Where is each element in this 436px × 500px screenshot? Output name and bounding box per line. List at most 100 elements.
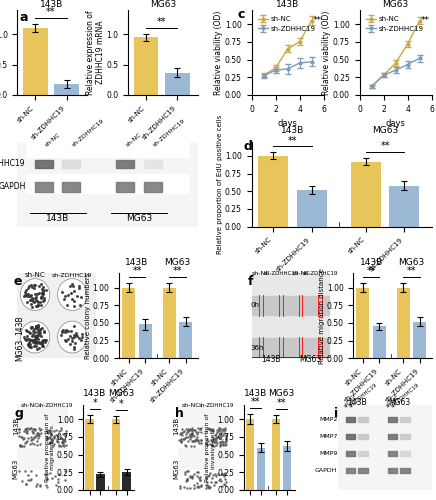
Text: MG63: MG63	[108, 389, 134, 398]
Point	[37, 339, 44, 347]
Point	[189, 431, 196, 439]
Point	[47, 438, 54, 446]
Point	[181, 436, 187, 444]
Text: sh-NC: sh-NC	[252, 272, 271, 276]
Point	[34, 328, 41, 336]
Y-axis label: Relative viability (OD): Relative viability (OD)	[323, 10, 331, 94]
Text: sh-NC: sh-NC	[181, 402, 200, 407]
Point	[176, 436, 183, 444]
Text: sh-NC: sh-NC	[343, 394, 358, 408]
Point	[34, 480, 41, 488]
Point	[29, 297, 36, 305]
Point	[27, 424, 34, 432]
Point	[22, 286, 29, 294]
Point	[62, 476, 69, 484]
Point	[24, 328, 31, 336]
Point	[210, 426, 217, 434]
Point	[65, 327, 72, 335]
Point	[30, 327, 37, 335]
Point	[22, 438, 29, 446]
Point	[31, 336, 38, 344]
Text: GAPDH: GAPDH	[315, 468, 337, 472]
Point	[54, 436, 61, 444]
Point	[41, 296, 48, 304]
Point	[210, 470, 217, 478]
Point	[182, 424, 189, 432]
Point	[72, 332, 79, 340]
Point	[16, 428, 23, 436]
Text: i: i	[334, 406, 337, 420]
Text: a: a	[20, 11, 28, 24]
Point	[190, 438, 197, 446]
Point	[191, 432, 198, 440]
Point	[54, 478, 61, 486]
Point	[218, 482, 225, 490]
Point	[62, 292, 69, 300]
Point	[36, 329, 43, 337]
Point	[52, 472, 59, 480]
Point	[32, 336, 39, 344]
Point	[211, 478, 218, 486]
Point	[36, 331, 43, 339]
Point	[205, 482, 212, 490]
Point	[26, 338, 33, 346]
Text: MG63: MG63	[299, 354, 321, 364]
Point	[30, 432, 37, 440]
Point	[23, 336, 30, 344]
Point	[202, 426, 209, 434]
Point	[215, 426, 222, 434]
Bar	[283, 446, 291, 490]
Text: **: **	[46, 7, 56, 17]
Text: 143B: 143B	[173, 417, 179, 436]
Point	[189, 429, 196, 437]
Point	[212, 441, 219, 449]
Point	[76, 282, 83, 290]
Point	[22, 480, 29, 488]
Point	[60, 437, 67, 445]
Text: h: h	[175, 406, 184, 420]
Point	[209, 441, 216, 449]
Text: sh-ZDHHC19: sh-ZDHHC19	[52, 272, 92, 278]
Point	[203, 480, 210, 488]
Point	[65, 335, 72, 343]
Point	[217, 438, 224, 446]
Point	[31, 433, 38, 441]
Point	[191, 436, 198, 444]
Text: sh-ZDHHC19: sh-ZDHHC19	[38, 402, 73, 407]
Point	[33, 441, 40, 449]
Point	[221, 428, 228, 436]
Point	[27, 475, 34, 483]
Point	[44, 434, 51, 442]
Bar	[96, 474, 105, 490]
Point	[71, 286, 78, 294]
Point	[36, 328, 43, 336]
Point	[56, 440, 63, 448]
Point	[30, 429, 37, 437]
Point	[36, 430, 43, 438]
Point	[194, 436, 201, 444]
Point	[61, 466, 68, 474]
Point	[194, 468, 201, 476]
Bar	[123, 472, 131, 490]
Point	[68, 290, 75, 298]
Point	[58, 438, 65, 446]
Point	[180, 435, 187, 443]
Point	[209, 435, 216, 443]
Text: *: *	[92, 398, 97, 408]
Point	[193, 436, 200, 444]
Point	[51, 434, 58, 442]
Point	[182, 442, 189, 450]
Bar	[389, 186, 419, 226]
Point	[37, 294, 44, 302]
Point	[31, 326, 37, 334]
Text: sh-NC: sh-NC	[126, 132, 143, 148]
Point	[62, 432, 69, 440]
Point	[208, 436, 215, 444]
Point	[51, 440, 58, 448]
Point	[46, 439, 53, 447]
Point	[68, 280, 75, 288]
Point	[62, 438, 69, 446]
Point	[41, 338, 48, 346]
Point	[38, 337, 45, 345]
Text: 143B: 143B	[347, 398, 367, 407]
